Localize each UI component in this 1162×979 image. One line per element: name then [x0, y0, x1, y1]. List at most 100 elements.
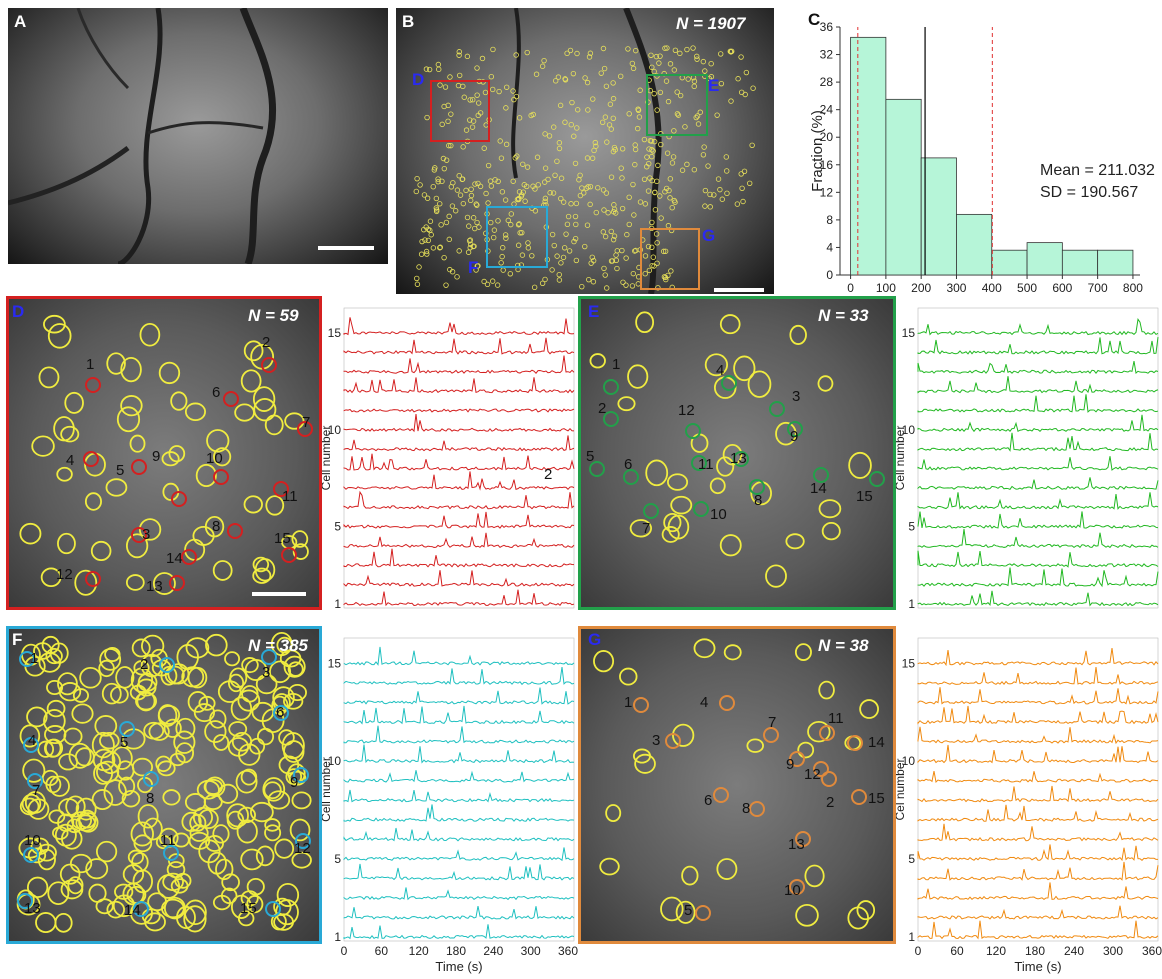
- cell-dot: [587, 201, 593, 208]
- cell-roi: [26, 706, 48, 728]
- cell-dot: [505, 217, 511, 224]
- cell-dot: [576, 177, 582, 183]
- cell-dot: [563, 231, 569, 237]
- cell-dot: [697, 109, 703, 115]
- cell-dot: [618, 73, 624, 80]
- cell-dot: [644, 154, 650, 160]
- cell-roi: [193, 703, 216, 723]
- cell-dot: [664, 150, 671, 156]
- cell-dot: [508, 211, 515, 217]
- cell-roi: [30, 837, 50, 855]
- cell-dot: [414, 175, 420, 182]
- cell-roi: [160, 665, 178, 686]
- cell-dot: [520, 161, 526, 167]
- cell-roi: [859, 699, 879, 719]
- cell-dot: [629, 60, 636, 67]
- cell-dot: [495, 218, 501, 224]
- cell-dot: [645, 243, 652, 250]
- cell-dot: [470, 215, 477, 221]
- cell-roi: [213, 734, 230, 751]
- cell-number-label: 11: [828, 710, 844, 727]
- cell-number-label: 13: [788, 836, 805, 853]
- cell-roi: [237, 689, 261, 712]
- x-tick-label: 800: [1123, 281, 1143, 295]
- cell-roi: [85, 858, 109, 880]
- highlighted-cell: [261, 357, 277, 373]
- cell-dot: [492, 177, 498, 183]
- cell-dot: [623, 255, 629, 261]
- cell-number-label: 2: [598, 400, 607, 417]
- cell-dot: [450, 180, 456, 186]
- cell-dot: [613, 252, 619, 258]
- trace-y-tick-label: 10: [902, 754, 916, 768]
- cell-dot: [658, 131, 664, 137]
- histogram-bar: [956, 213, 993, 276]
- cell-dot: [507, 271, 514, 277]
- cell-dot: [541, 179, 548, 185]
- cell-roi: [252, 386, 276, 412]
- cell-dot: [495, 178, 501, 185]
- cell-dot: [560, 199, 567, 205]
- cell-number-label: 4: [716, 362, 725, 379]
- cell-dot: [662, 45, 668, 51]
- cell-dot: [637, 87, 643, 93]
- cell-dot: [517, 230, 523, 236]
- cell-dot: [558, 195, 564, 202]
- cell-dot: [424, 195, 431, 201]
- cell-dot: [644, 164, 650, 170]
- cell-dot: [671, 67, 678, 73]
- cell-roi: [19, 522, 42, 545]
- cell-roi: [205, 633, 228, 657]
- cell-roi: [125, 574, 145, 591]
- highlighted-cell: [851, 789, 867, 805]
- sd-text: SD = 190.567: [1040, 184, 1139, 201]
- cell-number-label: 11: [282, 488, 298, 505]
- calcium-trace: [917, 528, 1159, 549]
- cell-dot: [510, 88, 516, 94]
- cell-dot: [599, 119, 606, 126]
- cell-dot: [564, 50, 570, 57]
- cell-roi: [723, 644, 742, 661]
- cell-dot: [724, 190, 730, 197]
- cell-dot: [455, 82, 462, 89]
- cell-roi: [255, 845, 275, 867]
- cell-dot: [425, 237, 431, 244]
- cell-dot: [669, 160, 676, 166]
- cell-dot: [437, 201, 443, 207]
- cell-dot: [513, 93, 520, 100]
- calcium-trace: [917, 823, 1159, 842]
- cell-roi: [121, 790, 141, 808]
- cell-dot: [533, 71, 540, 77]
- cell-roi: [18, 837, 43, 859]
- cell-dot: [600, 229, 606, 235]
- cell-dot: [502, 197, 509, 203]
- cell-dot: [475, 112, 481, 119]
- cell-dot: [750, 85, 756, 91]
- cell-dot: [452, 208, 459, 214]
- cell-dot: [442, 84, 449, 90]
- cell-roi: [139, 322, 161, 347]
- cell-dot: [658, 215, 664, 221]
- cell-roi: [250, 801, 274, 823]
- trace-y-label: Cell number: [896, 426, 907, 491]
- cell-dot: [653, 53, 660, 60]
- trace-y-tick-label: 15: [902, 326, 916, 340]
- cell-roi: [681, 865, 699, 886]
- cell-dot: [572, 235, 579, 242]
- cell-dot: [677, 92, 684, 99]
- cell-number-label: 10: [710, 506, 727, 523]
- cell-roi: [188, 831, 211, 850]
- cell-roi: [94, 715, 118, 737]
- cell-dot: [649, 147, 655, 153]
- highlighted-cell: [17, 893, 33, 909]
- cell-dot: [591, 147, 597, 154]
- cell-dot: [425, 226, 432, 232]
- cell-dot: [670, 154, 677, 160]
- cell-dot: [499, 253, 505, 260]
- cell-dot: [694, 56, 700, 62]
- cell-dot: [512, 155, 518, 161]
- cell-dot: [440, 155, 447, 162]
- highlighted-cell: [813, 761, 829, 777]
- cell-dot: [636, 114, 643, 120]
- cell-number-label: 15: [240, 900, 257, 917]
